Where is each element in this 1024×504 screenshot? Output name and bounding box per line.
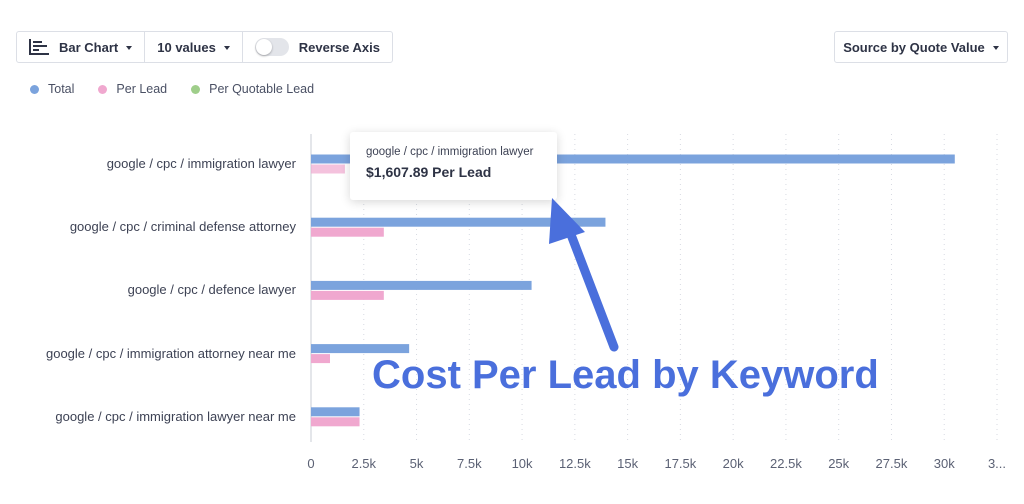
- x-tick-label: 3...: [988, 456, 1006, 471]
- values-count-label: 10 values: [157, 39, 216, 55]
- x-tick-label: 12.5k: [559, 456, 591, 471]
- legend-item-per-lead[interactable]: Per Lead: [98, 82, 167, 96]
- chart-type-dropdown[interactable]: Bar Chart: [17, 32, 146, 62]
- y-tick-label: google / cpc / defence lawyer: [127, 282, 296, 298]
- tooltip-label: google / cpc / immigration lawyer: [366, 146, 534, 158]
- x-tick-label: 17.5k: [664, 456, 696, 471]
- y-tick-label: google / cpc / immigration lawyer: [106, 156, 296, 171]
- x-tick-label: 15k: [617, 456, 638, 471]
- bar-total: [311, 344, 410, 354]
- x-tick-label: 7.5k: [457, 456, 482, 471]
- legend-label-per-lead: Per Lead: [116, 82, 168, 96]
- bar-chart-icon: [29, 39, 49, 55]
- x-tick-label: 0: [307, 456, 314, 471]
- source-dropdown[interactable]: Source by Quote Value: [834, 31, 1008, 63]
- x-tick-label: 30k: [934, 456, 955, 471]
- bar-total: [311, 407, 360, 417]
- chart-legend: Total Per Lead Per Quotable Lead: [30, 82, 338, 96]
- legend-label-per-quotable-lead: Per Quotable Lead: [209, 82, 315, 96]
- legend-item-per-quotable-lead[interactable]: Per Quotable Lead: [191, 82, 314, 96]
- bar-per-lead: [311, 164, 345, 174]
- tooltip-value: $1,607.89 Per Lead: [366, 164, 492, 180]
- reverse-axis-toggle[interactable]: Reverse Axis: [243, 32, 392, 62]
- x-tick-label: 2.5k: [351, 456, 376, 471]
- chart-type-label: Bar Chart: [59, 39, 119, 55]
- bar-total: [311, 154, 955, 164]
- bar-total: [311, 280, 532, 290]
- x-tick-label: 5k: [410, 456, 424, 471]
- source-dropdown-label: Source by Quote Value: [843, 39, 985, 55]
- bar-per-lead: [311, 227, 384, 237]
- annotation-text: Cost Per Lead by Keyword: [372, 353, 879, 397]
- legend-dot-total: [30, 84, 39, 94]
- toggle-switch[interactable]: [254, 38, 289, 56]
- y-tick-label: google / cpc / criminal defense attorney: [69, 219, 296, 235]
- x-tick-label: 25k: [828, 456, 849, 471]
- chevron-down-icon: [223, 46, 230, 50]
- y-tick-label: google / cpc / immigration attorney near…: [45, 345, 296, 361]
- chart-toolbar: Bar Chart 10 values Reverse Axis: [16, 31, 393, 63]
- x-tick-label: 22.5k: [770, 456, 802, 471]
- bar-per-lead: [311, 354, 330, 364]
- chevron-down-icon: [126, 46, 133, 50]
- bar-per-lead: [311, 290, 384, 300]
- legend-item-total[interactable]: Total: [30, 82, 74, 96]
- x-tick-label: 27.5k: [876, 456, 908, 471]
- chart-tooltip: google / cpc / immigration lawyer $1,607…: [350, 132, 557, 200]
- x-tick-label: 10k: [512, 456, 533, 471]
- legend-dot-per-quotable-lead: [191, 84, 201, 94]
- x-tick-label: 20k: [723, 456, 744, 471]
- legend-dot-per-lead: [98, 84, 108, 94]
- toggle-knob: [255, 39, 272, 55]
- legend-label-total: Total: [48, 82, 75, 96]
- bar-per-lead: [311, 417, 360, 427]
- y-tick-label: google / cpc / immigration lawyer near m…: [55, 408, 296, 424]
- bar-total: [311, 217, 606, 227]
- chevron-down-icon: [992, 46, 999, 50]
- reverse-axis-label: Reverse Axis: [298, 39, 380, 55]
- values-count-dropdown[interactable]: 10 values: [145, 32, 243, 62]
